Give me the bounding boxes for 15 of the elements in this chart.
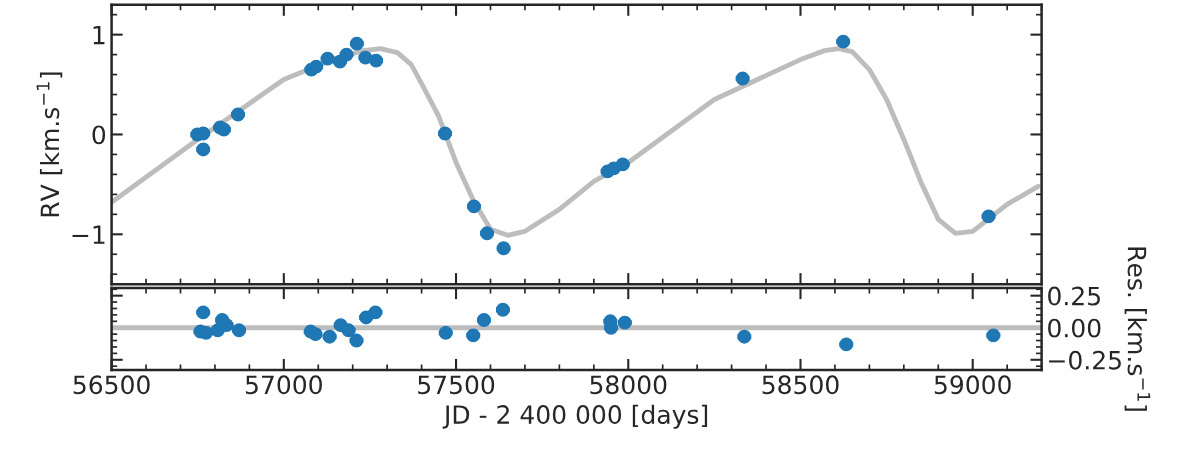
x-axis-title: JD - 2 400 000 [days]	[442, 404, 708, 429]
y-tick-label: 0.00	[1048, 318, 1101, 338]
x-tick-label: 58500	[762, 375, 839, 395]
y-tick-label: −0.25	[1049, 350, 1121, 370]
x-tick-label: 58000	[590, 375, 667, 395]
y-tick-label: 0.25	[1048, 286, 1100, 306]
y-tick-label: −1	[72, 225, 105, 244]
y-tick-label: 1	[93, 25, 105, 45]
y-axis-title: Res. [km.s$^{−1}$]	[1124, 247, 1151, 411]
y-tick-label: 0	[92, 125, 106, 145]
x-tick-label: 57500	[418, 375, 495, 395]
x-tick-label: 57000	[245, 375, 322, 395]
y-axis-title: RV [km.s$^{−1}$]	[36, 72, 63, 217]
x-tick-label: 56500	[73, 375, 150, 395]
x-tick-label: 59000	[934, 375, 1011, 395]
